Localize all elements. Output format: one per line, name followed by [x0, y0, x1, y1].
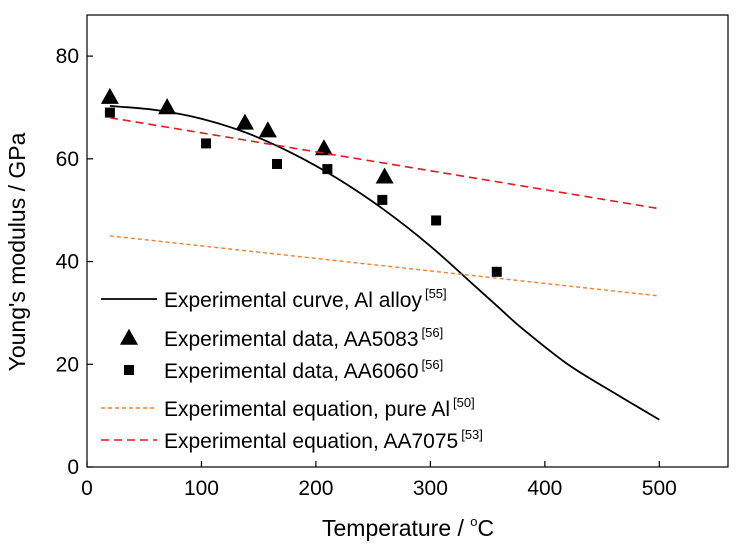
data-point-triangle	[314, 139, 333, 156]
y-tick-label: 0	[67, 456, 79, 479]
x-tick-label: 200	[298, 477, 333, 500]
legend-label-ref: [53]	[461, 427, 483, 442]
plot-area	[86, 14, 729, 468]
series-line	[109, 116, 660, 210]
series-triangle-marker	[100, 87, 394, 184]
data-point-triangle	[258, 121, 277, 138]
plot-frame	[86, 14, 729, 468]
legend-entry: Experimental curve, Al alloy [55]	[101, 286, 447, 312]
legend-entry: Experimental data, AA5083 [56]	[120, 325, 443, 351]
x-axis-title: Temperature / oC	[322, 514, 494, 541]
series-dash-line	[109, 116, 660, 210]
legend-label: Experimental data, AA6060 [56]	[164, 357, 443, 383]
series-layer	[100, 87, 660, 421]
data-point-triangle	[235, 113, 254, 130]
x-axis-title-unit: o	[470, 514, 477, 529]
legend-label-text: Experimental data, AA6060	[164, 360, 419, 383]
legend-label-ref: [50]	[453, 395, 475, 410]
y-tick-label: 20	[56, 353, 79, 376]
legend-label: Experimental data, AA5083 [56]	[164, 325, 443, 351]
x-tick-label: 100	[184, 477, 219, 500]
legend-label: Experimental equation, AA7075 [53]	[164, 427, 483, 453]
legend-label: Experimental equation, pure Al [50]	[164, 395, 475, 421]
x-axis-title-unit-letter: C	[478, 515, 495, 541]
data-point-square	[431, 215, 442, 226]
y-tick-label: 80	[56, 45, 79, 68]
data-point-triangle	[375, 167, 394, 184]
series-line	[109, 105, 660, 421]
legend-entry: Experimental equation, pure Al [50]	[101, 395, 475, 421]
legend-label-text: Experimental curve, Al alloy	[164, 289, 422, 312]
data-point-square	[104, 107, 115, 118]
y-axis-title: Young's modulus / GPa	[4, 132, 30, 371]
legend: Experimental curve, Al alloy [55]Experime…	[101, 286, 483, 453]
legend-label: Experimental curve, Al alloy [55]	[164, 286, 447, 312]
data-point-square	[377, 194, 388, 205]
x-tick-label: 500	[642, 477, 677, 500]
data-point-square	[322, 164, 333, 175]
x-tick-label: 400	[527, 477, 562, 500]
y-tick-label: 40	[56, 251, 79, 274]
legend-label-ref: [55]	[425, 286, 447, 301]
legend-label-ref: [56]	[422, 357, 444, 372]
series-square-marker	[104, 107, 502, 277]
data-point-square	[272, 158, 283, 169]
series-short-dash-line	[109, 235, 660, 297]
legend-entry: Experimental data, AA6060 [56]	[124, 357, 443, 383]
x-tick-label: 300	[413, 477, 448, 500]
data-point-square	[491, 266, 502, 277]
legend-label-text: Experimental data, AA5083	[164, 328, 419, 351]
legend-swatch-square	[124, 365, 134, 375]
legend-label-text: Experimental equation, pure Al	[164, 398, 450, 421]
x-tick-label: 0	[81, 477, 93, 500]
legend-label-ref: [56]	[422, 325, 444, 340]
legend-label-text: Experimental equation, AA7075	[164, 430, 458, 453]
legend-swatch-triangle	[120, 328, 138, 345]
x-axis-title-text: Temperature /	[322, 515, 470, 541]
data-point-triangle	[100, 87, 119, 104]
data-point-triangle	[158, 98, 177, 115]
series-line	[109, 235, 660, 297]
data-point-square	[201, 138, 212, 149]
series-solid-line	[109, 105, 660, 421]
tick-layer: 0 100 200 300 400 500 0 20 40 60 80	[56, 45, 677, 500]
y-tick-label: 60	[56, 148, 79, 171]
legend-entry: Experimental equation, AA7075 [53]	[101, 427, 483, 453]
